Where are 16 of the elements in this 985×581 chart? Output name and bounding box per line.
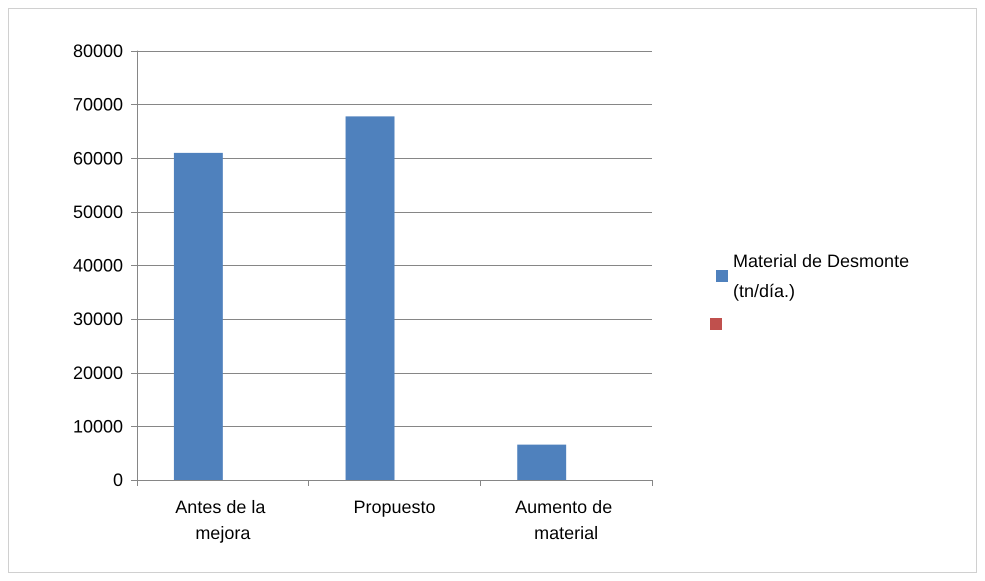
legend-label: Material de Desmonte (tn/día.) xyxy=(733,251,914,301)
bar xyxy=(346,116,394,480)
y-tick-label: 10000 xyxy=(72,416,123,436)
y-tick-label: 60000 xyxy=(72,148,123,168)
y-tick-label: 0 xyxy=(112,470,123,490)
y-tick-label: 70000 xyxy=(72,94,123,115)
x-tick-label: Antes de la mejora xyxy=(175,497,270,543)
x-tick-label: Aumento de material xyxy=(515,497,618,543)
y-tick-label: 30000 xyxy=(72,309,123,330)
y-tick-label: 50000 xyxy=(72,202,123,222)
bar xyxy=(517,444,566,480)
y-tick-label: 40000 xyxy=(72,256,123,276)
x-tick-label: Propuesto xyxy=(353,497,436,517)
y-tick-label: 80000 xyxy=(72,41,123,61)
y-tick-label: 20000 xyxy=(72,362,123,383)
bar xyxy=(174,152,223,480)
